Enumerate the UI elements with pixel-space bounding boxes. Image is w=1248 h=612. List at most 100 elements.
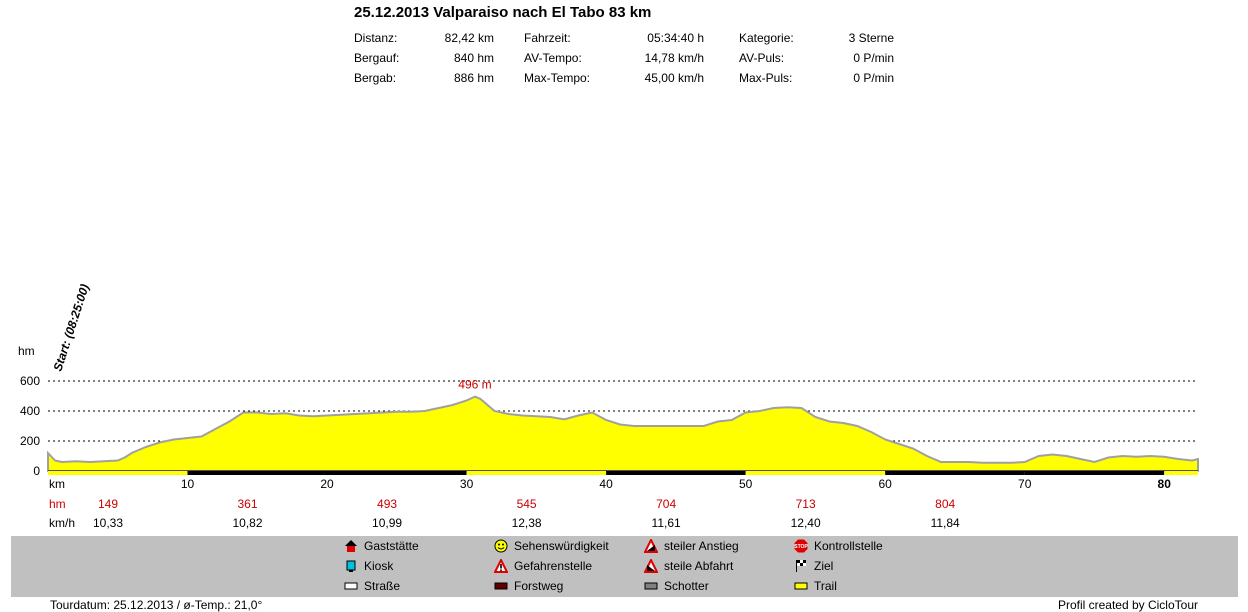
y-tick-label-400: 400	[20, 404, 40, 418]
stat-label-max-puls: Max-Puls:	[739, 71, 793, 85]
hm-value-2: 493	[377, 497, 397, 511]
stat-rows: 149 361 493 545 704 713 804 10,33 10,82 10,99 12,3…	[93, 497, 960, 530]
x-tick-label-70: 70	[1018, 477, 1032, 491]
stat-label-bergab: Bergab:	[354, 71, 397, 85]
legend-label: Schotter	[664, 579, 709, 593]
row-label-kmh: km/h	[49, 516, 75, 530]
x-tick-label-30: 30	[460, 477, 474, 491]
legend-label: Forstweg	[514, 579, 564, 593]
stat-value-bergauf: 840 hm	[453, 51, 494, 65]
legend-label: Ziel	[814, 559, 834, 573]
kmh-value-5: 12,40	[791, 516, 821, 530]
legend-label: steiler Anstieg	[664, 539, 739, 553]
legend-panel	[11, 536, 1238, 597]
stat-label-av-puls: AV-Puls:	[739, 51, 785, 65]
x-tick-label-40: 40	[599, 477, 613, 491]
legend-item-warning: Gefahrenstelle	[493, 557, 593, 573]
smiley-icon	[494, 539, 508, 553]
kmh-value-1: 10,82	[233, 516, 263, 530]
legend-label: steile Abfahrt	[664, 559, 734, 573]
warning-icon	[493, 557, 509, 573]
hm-value-0: 149	[98, 497, 118, 511]
stat-value-av-tempo: 14,78 km/h	[644, 51, 704, 65]
hm-value-3: 545	[517, 497, 537, 511]
legend-item-gravel: Schotter	[644, 579, 709, 593]
legend-item-steep-descent: steile Abfahrt	[643, 557, 734, 573]
stat-value-av-puls: 0 P/min	[853, 51, 894, 65]
surface-segment-6	[1024, 471, 1165, 475]
steep-descent-icon	[643, 557, 659, 573]
legend-item-smiley: Sehenswürdigkeit	[494, 539, 609, 553]
legend-label: Kontrollstelle	[814, 539, 883, 553]
max-elevation-label: 496 m	[458, 378, 491, 392]
elevation-profile-chart: 0 200 400 600 10 20 30 40 50 60 70 80 hm Start: (0…	[18, 282, 1199, 530]
x-tick-label-80: 80	[1158, 477, 1172, 491]
y-tick-label-200: 200	[20, 434, 40, 448]
legend-item-trail: Trail	[794, 579, 837, 593]
surface-bar	[48, 471, 1198, 475]
kmh-value-4: 11,61	[652, 516, 681, 530]
stat-label-max-tempo: Max-Tempo:	[524, 71, 591, 85]
kmh-value-3: 12,38	[512, 516, 542, 530]
hm-value-6: 804	[935, 497, 955, 511]
stat-label-distanz: Distanz:	[354, 31, 398, 45]
legend-item-road: Straße	[344, 579, 400, 593]
svg-text:STOP: STOP	[794, 544, 808, 550]
surface-segment-1	[187, 471, 467, 475]
tour-info: Tourdatum: 25.12.2013 / ø-Temp.: 21,0°	[50, 598, 263, 612]
trail-icon	[794, 579, 808, 593]
stat-value-distanz: 82,42 km	[444, 31, 494, 45]
hm-value-5: 713	[796, 497, 816, 511]
y-tick-label-600: 600	[20, 374, 40, 388]
legend-label: Trail	[814, 579, 837, 593]
surface-segment-2	[466, 471, 607, 475]
kmh-value-6: 11,84	[931, 516, 960, 530]
stat-value-kategorie: 3 Sterne	[848, 31, 894, 45]
cup-icon	[344, 559, 358, 573]
surface-segment-7	[1164, 471, 1198, 475]
surface-segment-4	[745, 471, 886, 475]
row-label-hm: hm	[49, 497, 66, 511]
legend-item-cup: Kiosk	[344, 559, 393, 573]
x-tick-label-60: 60	[878, 477, 892, 491]
kmh-value-0: 10,33	[93, 516, 123, 530]
stat-value-fahrzeit: 05:34:40 h	[647, 31, 704, 45]
stat-value-max-puls: 0 P/min	[853, 71, 894, 85]
stat-label-fahrzeit: Fahrzeit:	[524, 31, 571, 45]
stat-label-kategorie: Kategorie:	[739, 31, 794, 45]
surface-segment-3	[606, 471, 746, 475]
x-tick-label-50: 50	[739, 477, 753, 491]
gravel-icon	[644, 579, 658, 593]
x-tick-label-20: 20	[320, 477, 334, 491]
kmh-value-2: 10,99	[372, 516, 402, 530]
hm-value-4: 704	[656, 497, 676, 511]
legend-item-stop-sign: STOP Kontrollstelle	[794, 539, 883, 553]
x-tick-label-10: 10	[181, 477, 195, 491]
forest-path-icon	[494, 579, 508, 593]
row-label-km: km	[49, 477, 65, 491]
y-axis-label: hm	[18, 344, 35, 358]
legend-item-forest-path: Forstweg	[494, 579, 563, 593]
stat-label-bergauf: Bergauf:	[354, 51, 400, 65]
hm-value-1: 361	[238, 497, 258, 511]
house-icon	[344, 539, 358, 553]
axis-ticks: 10 20 30 40 50 60 70 80	[181, 477, 1171, 491]
surface-segment-5	[885, 471, 1025, 475]
legend-label: Gefahrenstelle	[514, 559, 593, 573]
legend-label: Sehenswürdigkeit	[514, 539, 609, 553]
legend-label: Straße	[364, 579, 401, 593]
legend-item-steep-climb: steiler Anstieg	[643, 537, 739, 553]
finish-flag-icon	[794, 559, 808, 573]
legend-label: Gaststätte	[364, 539, 419, 553]
stop-sign-icon: STOP	[794, 539, 808, 553]
surface-segment-0	[48, 471, 188, 475]
stat-value-max-tempo: 45,00 km/h	[644, 71, 704, 85]
start-label: Start: (08:25:00)	[51, 282, 92, 373]
road-icon	[344, 579, 358, 593]
legend-item-finish-flag: Ziel	[794, 559, 833, 573]
credit: Profil created by CicloTour	[1057, 598, 1198, 612]
stat-label-av-tempo: AV-Tempo:	[524, 51, 582, 65]
y-tick-label-0: 0	[33, 464, 40, 478]
legend-item-house: Gaststätte	[344, 539, 419, 553]
stat-value-bergab: 886 hm	[453, 71, 494, 85]
